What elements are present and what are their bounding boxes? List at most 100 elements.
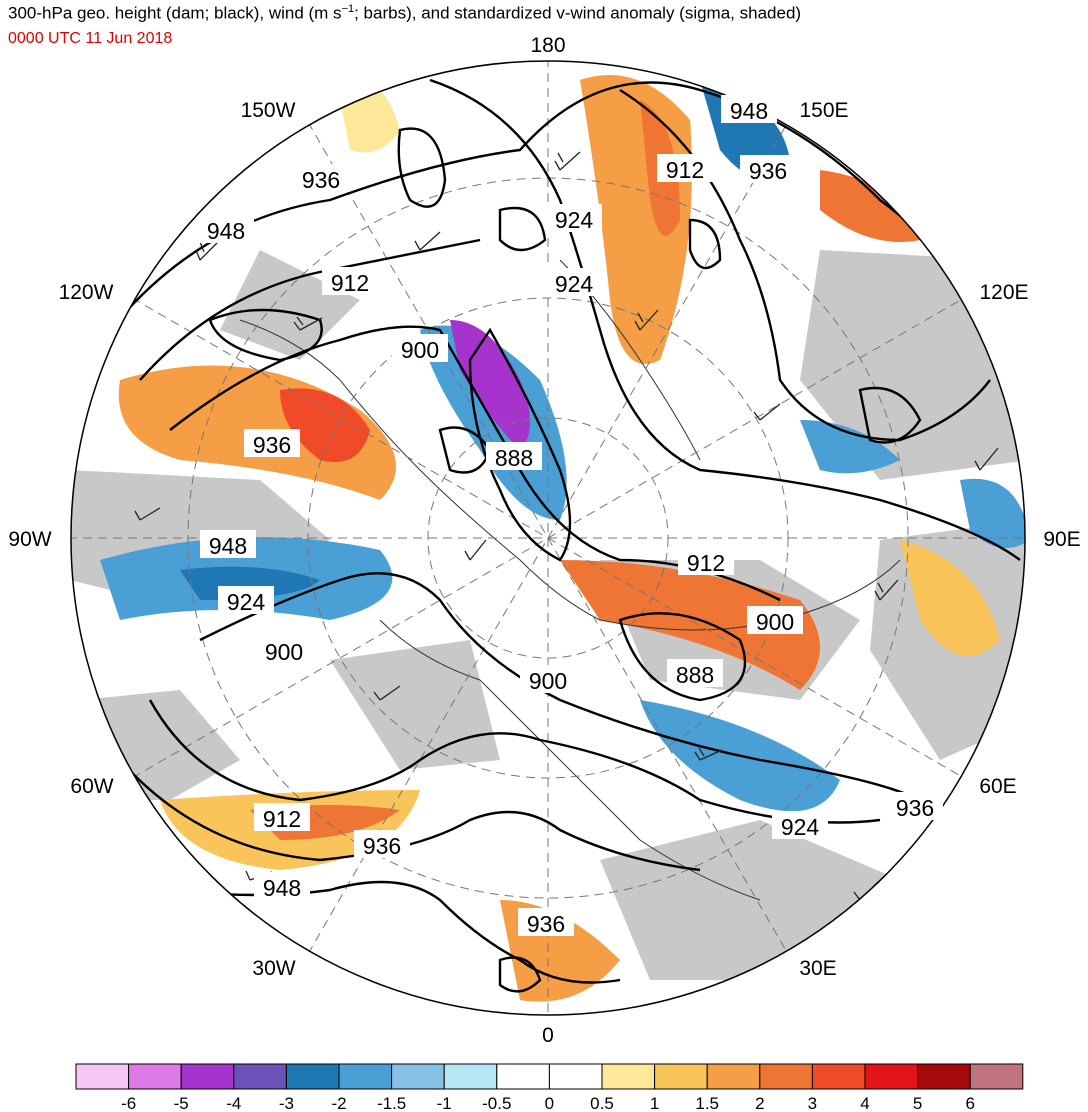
contour-label: 912 xyxy=(254,803,310,832)
lon-label-60e: 60E xyxy=(979,775,1016,798)
svg-text:936: 936 xyxy=(749,158,787,184)
colorbar-boxes xyxy=(75,1063,1024,1090)
colorbar-tick-label: -3 xyxy=(279,1094,294,1112)
colorbar-box xyxy=(233,1063,287,1090)
colorbar-box xyxy=(128,1063,182,1090)
contour-label: 936 xyxy=(740,155,796,184)
lon-label-120w: 120W xyxy=(59,281,114,304)
svg-text:948: 948 xyxy=(730,98,768,124)
colorbar-box xyxy=(285,1063,340,1090)
colorbar-tick-label: 0 xyxy=(545,1094,554,1112)
contour-label: 900 xyxy=(256,636,312,665)
colorbar-tick-label: 5 xyxy=(913,1094,922,1112)
svg-text:924: 924 xyxy=(555,207,594,233)
svg-text:936: 936 xyxy=(527,911,565,937)
contour-label: 936 xyxy=(518,908,574,937)
contour-label: 936 xyxy=(293,164,349,193)
contour-label: 924 xyxy=(218,586,274,615)
contour-label: 900 xyxy=(520,665,576,694)
colorbar-box xyxy=(75,1063,130,1090)
svg-text:900: 900 xyxy=(529,668,567,694)
lon-label-150e: 150E xyxy=(799,99,848,122)
valid-time: 0000 UTC 11 Jun 2018 xyxy=(8,30,173,47)
svg-text:924: 924 xyxy=(227,589,266,615)
svg-text:936: 936 xyxy=(302,167,340,193)
svg-text:912: 912 xyxy=(666,157,704,183)
colorbar-box xyxy=(811,1063,866,1090)
colorbar-tick-label: 6 xyxy=(965,1094,974,1112)
colorbar-box xyxy=(969,1063,1024,1090)
lon-label-30e: 30E xyxy=(799,957,836,980)
colorbar-box xyxy=(654,1063,708,1090)
contour-label: 912 xyxy=(322,267,378,296)
colorbar-labels: -6 -5 -4 -3 -2 -1.5 -1 -0.5 0 0.5 1 1.5 2 3 4 5 6 xyxy=(121,1094,975,1112)
colorbar: -6 -5 -4 -3 -2 -1.5 -1 -0.5 0 0.5 1 1.5 2 3 4 5 6 xyxy=(75,1063,1024,1112)
contour-label: 936 xyxy=(354,830,410,859)
svg-text:948: 948 xyxy=(207,218,245,244)
contour-label: 888 xyxy=(486,442,542,471)
colorbar-tick-label: -1 xyxy=(437,1094,452,1112)
colorbar-tick-label: -4 xyxy=(226,1094,241,1112)
graticule xyxy=(71,61,1025,1015)
colorbar-box xyxy=(601,1063,656,1090)
contour-label-layer: 948 912 936 936 948 924 924 912 900 888 … xyxy=(198,95,943,937)
chart-title: 300-hPa geo. height (dam; black), wind (… xyxy=(8,3,802,23)
longitude-label-layer: 180 0 90W 90E 150W 120W 150E 120E 60W 30… xyxy=(8,34,1080,1047)
contour-label: 924 xyxy=(546,268,602,297)
lon-label-30w: 30W xyxy=(252,957,295,980)
polar-map: 948 912 936 936 948 924 924 912 900 888 … xyxy=(8,34,1080,1047)
colorbar-tick-label: 2 xyxy=(755,1094,764,1112)
map-border xyxy=(70,60,1026,1016)
lon-label-60w: 60W xyxy=(70,775,113,798)
contour-label: 888 xyxy=(667,659,723,688)
colorbar-box xyxy=(338,1063,393,1090)
wind-barbs xyxy=(134,151,999,901)
svg-text:924: 924 xyxy=(781,814,820,840)
colorbar-box xyxy=(180,1063,235,1090)
colorbar-tick-label: 4 xyxy=(860,1094,869,1112)
colorbar-tick-label: -2 xyxy=(331,1094,346,1112)
contour-label: 948 xyxy=(254,872,310,901)
colorbar-box xyxy=(443,1063,498,1090)
colorbar-tick-label: -6 xyxy=(121,1094,136,1112)
svg-text:900: 900 xyxy=(401,337,439,363)
svg-text:912: 912 xyxy=(331,270,369,296)
colorbar-tick-label: 1 xyxy=(650,1094,659,1112)
contour-label: 912 xyxy=(678,547,734,576)
contour-label: 948 xyxy=(200,530,256,559)
colorbar-tick-label: -1.5 xyxy=(377,1094,406,1112)
colorbar-box xyxy=(706,1063,761,1090)
lon-label-0: 0 xyxy=(542,1024,554,1047)
colorbar-tick-label: 3 xyxy=(808,1094,817,1112)
svg-text:900: 900 xyxy=(756,609,794,635)
svg-text:924: 924 xyxy=(555,271,594,297)
lon-label-90w: 90W xyxy=(8,528,51,551)
contour-label: 900 xyxy=(747,606,803,635)
contour-label: 936 xyxy=(244,429,300,458)
colorbar-box xyxy=(496,1063,550,1090)
svg-text:948: 948 xyxy=(263,875,301,901)
svg-text:912: 912 xyxy=(263,806,301,832)
svg-text:888: 888 xyxy=(495,445,533,471)
svg-text:936: 936 xyxy=(896,795,934,821)
colorbar-box xyxy=(759,1063,813,1090)
svg-text:888: 888 xyxy=(676,662,714,688)
colorbar-box xyxy=(548,1063,603,1090)
svg-text:900: 900 xyxy=(265,639,303,665)
contour-label: 948 xyxy=(721,95,777,124)
lon-label-120e: 120E xyxy=(979,281,1028,304)
colorbar-box xyxy=(391,1063,445,1090)
contour-label: 924 xyxy=(772,811,828,840)
svg-text:936: 936 xyxy=(363,833,401,859)
contour-label: 936 xyxy=(887,792,943,821)
colorbar-box xyxy=(917,1063,971,1090)
contour-label: 900 xyxy=(392,334,448,363)
svg-text:948: 948 xyxy=(209,533,247,559)
contour-label: 924 xyxy=(546,204,602,233)
contour-label: 948 xyxy=(198,215,254,244)
lon-label-90e: 90E xyxy=(1043,528,1080,551)
svg-text:936: 936 xyxy=(253,432,291,458)
colorbar-tick-label: 0.5 xyxy=(590,1094,614,1112)
contour-label: 912 xyxy=(657,154,713,183)
colorbar-tick-label: -5 xyxy=(174,1094,189,1112)
